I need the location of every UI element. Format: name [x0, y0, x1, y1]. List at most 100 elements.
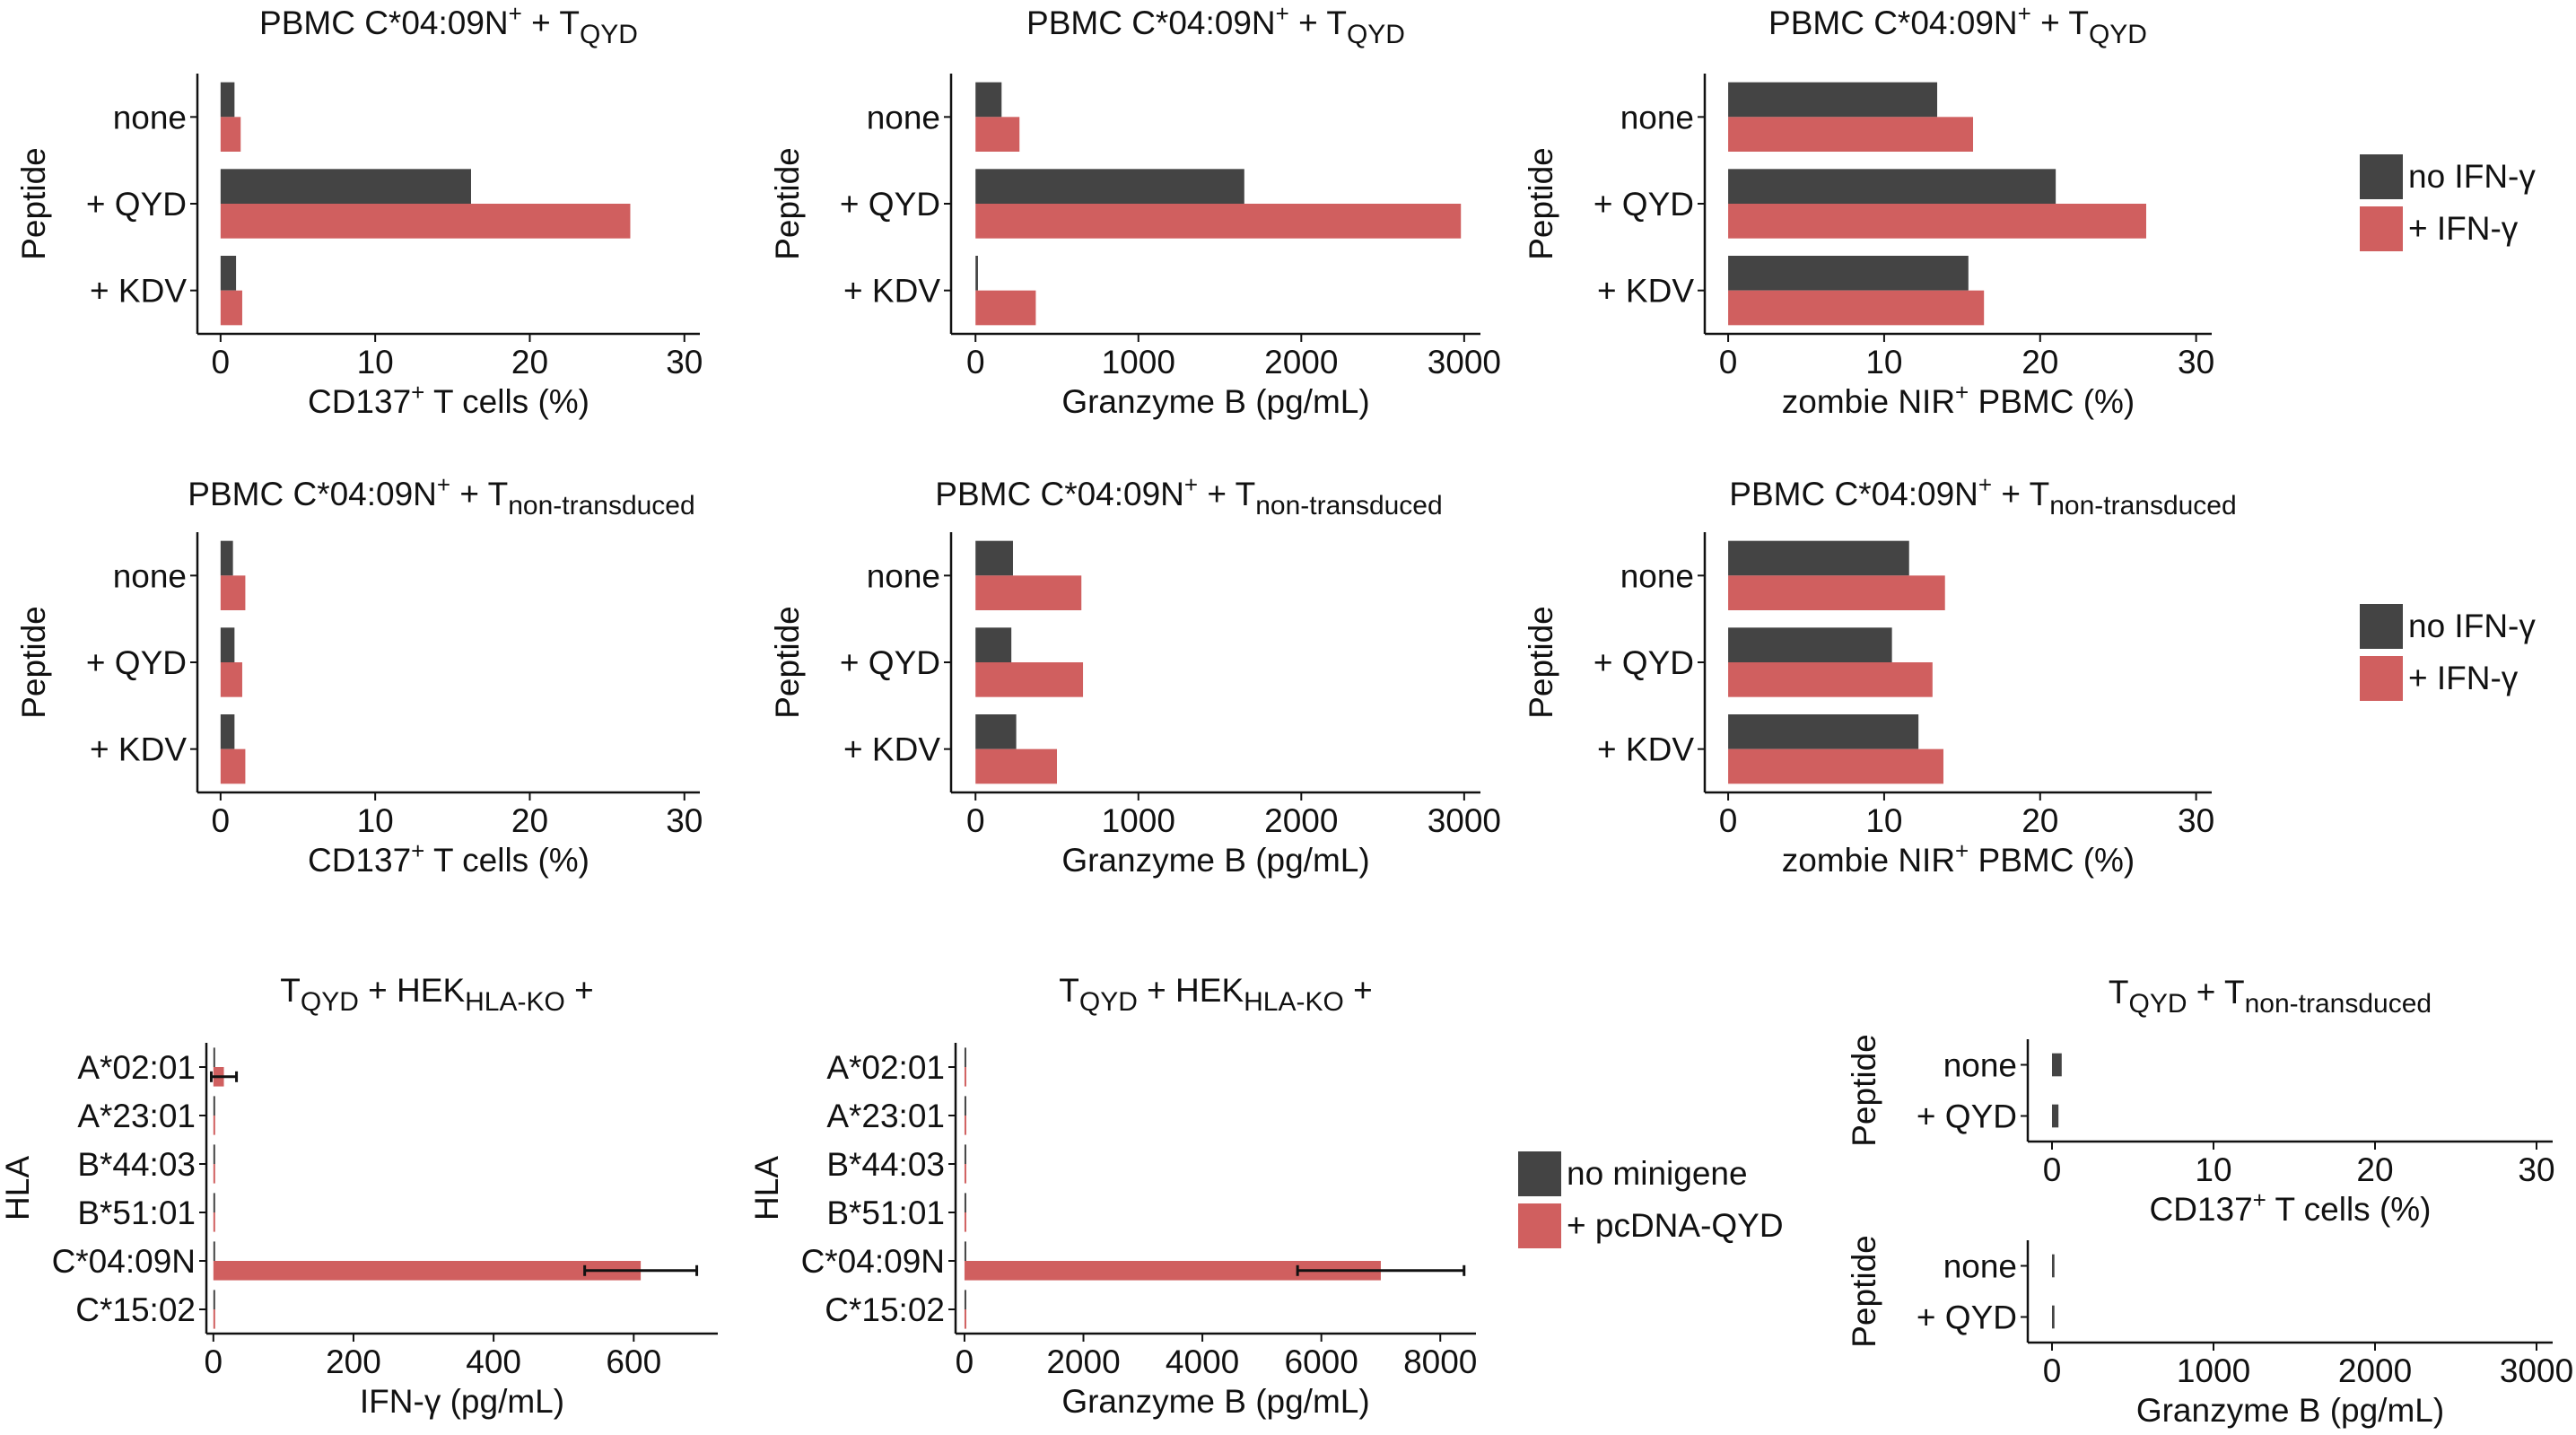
x-tick-label: 0 [212, 802, 231, 839]
y-tick-label: none [867, 557, 940, 594]
y-tick-label: C*15:02 [75, 1291, 196, 1328]
x-tick-label: 1000 [2177, 1352, 2250, 1389]
y-axis-label: HLA [748, 1156, 785, 1221]
x-tick-label: 0 [212, 344, 231, 381]
legend-2: no IFN-γ + IFN-γ [2360, 604, 2536, 701]
bar-red-3 [1728, 290, 1985, 326]
y-tick-label: + QYD [1917, 1098, 2017, 1135]
y-tick-label: + QYD [1594, 644, 1694, 681]
x-tick-label: 8000 [1403, 1343, 1477, 1380]
bar-dark-3 [975, 256, 978, 291]
y-tick-label: none [1943, 1248, 2017, 1285]
chart-title: TQYD + HEKHLA-KO + [1059, 972, 1372, 1017]
legend-label: no minigene [1567, 1155, 1748, 1192]
x-tick-label: 0 [2043, 1151, 2062, 1188]
bar-dark-1 [1728, 82, 1938, 118]
bar-dark-2 [1728, 627, 1892, 662]
bar-dark-6 [213, 1290, 215, 1309]
bar-dark-3 [220, 256, 237, 291]
bar-dark-3 [213, 1144, 215, 1164]
y-tick-label: + QYD [1917, 1299, 2017, 1336]
x-axis-label: IFN-γ (pg/mL) [360, 1383, 564, 1420]
y-tick-label: none [1620, 557, 1694, 594]
bar-red-3 [220, 290, 242, 326]
y-axis-label: HLA [0, 1156, 36, 1221]
chart-8: TQYD + HEKHLA-KO + A*02:01 A*23:01 B*44:03 B… [748, 972, 1477, 1420]
y-tick-label: A*02:01 [826, 1049, 945, 1086]
x-tick-label: 0 [205, 1343, 223, 1380]
y-tick-label: + KDV [90, 273, 187, 310]
y-tick-label: C*04:09N [52, 1243, 196, 1280]
bar-red-1 [1728, 575, 1945, 610]
y-tick-label: none [1943, 1047, 2017, 1084]
x-tick-label: 20 [511, 802, 548, 839]
bar-dark-2 [975, 169, 1244, 204]
legend-swatch [2360, 206, 2403, 251]
bar-dark-3 [220, 714, 235, 749]
y-tick-label: + QYD [86, 186, 187, 223]
x-axis-label: Granzyme B (pg/mL) [1061, 1383, 1369, 1420]
y-tick-label: + KDV [843, 273, 940, 310]
y-tick-label: B*44:03 [826, 1146, 945, 1183]
chart-title: PBMC C*04:09N+ + Tnon-transduced [935, 471, 1442, 521]
bar-red-2 [964, 1116, 966, 1135]
x-tick-label: 3000 [1428, 802, 1501, 839]
x-axis-label: Granzyme B (pg/mL) [1061, 842, 1369, 879]
chart-6: PBMC C*04:09N+ + Tnon-transduced none + QY… [1523, 471, 2237, 879]
bar-red-5 [213, 1261, 642, 1281]
bar-dark-1 [975, 82, 1002, 118]
y-tick-label: + QYD [840, 186, 940, 223]
y-axis-label: Peptide [769, 147, 806, 260]
y-tick-label: B*51:01 [826, 1194, 945, 1231]
x-tick-label: 0 [966, 802, 985, 839]
y-axis-label: Peptide [1846, 1034, 1882, 1147]
bar-dark-3 [1728, 256, 1969, 291]
x-tick-label: 30 [2518, 1151, 2554, 1188]
bar-dark-5 [213, 1241, 215, 1261]
legend-1: no IFN-γ + IFN-γ [2360, 154, 2536, 251]
y-axis-label: Peptide [15, 147, 52, 260]
y-tick-label: + QYD [1594, 186, 1694, 223]
x-tick-label: 400 [466, 1343, 521, 1380]
x-axis-label: CD137+ T cells (%) [308, 837, 589, 879]
bar-red-3 [964, 1164, 966, 1184]
x-tick-label: 2000 [1264, 802, 1338, 839]
bar-red-2 [220, 662, 242, 697]
bar-red-1 [1728, 117, 1974, 152]
legend-3: no minigene + pcDNA-QYD [1518, 1151, 1784, 1248]
chart-title: PBMC C*04:09N+ + Tnon-transduced [188, 471, 694, 521]
legend-label: + IFN-γ [2408, 210, 2519, 247]
bar-dark-2 [964, 1096, 966, 1116]
bar-red-3 [213, 1164, 215, 1184]
bar-red-2 [213, 1116, 215, 1135]
y-tick-label: + KDV [1597, 273, 1694, 310]
x-tick-label: 6000 [1285, 1343, 1358, 1380]
x-tick-label: 10 [1865, 802, 1902, 839]
bar-dark-1 [220, 540, 233, 576]
x-tick-label: 20 [2022, 344, 2058, 381]
bar-dark-1 [964, 1047, 966, 1067]
legend-swatch [1518, 1203, 1561, 1248]
chart-title: PBMC C*04:09N+ + Tnon-transduced [1729, 471, 2236, 521]
bar-red-3 [1728, 748, 1943, 784]
y-axis-label: Peptide [1523, 606, 1559, 719]
x-tick-label: 30 [2178, 802, 2214, 839]
x-tick-label: 1000 [1102, 344, 1175, 381]
x-tick-label: 10 [1865, 344, 1902, 381]
bar-dark-1 [2052, 1053, 2062, 1077]
bar-red-2 [975, 204, 1462, 239]
x-tick-label: 20 [2356, 1151, 2393, 1188]
y-tick-label: + KDV [843, 731, 940, 768]
y-axis-label: Peptide [769, 606, 806, 719]
bar-red-2 [1728, 662, 1933, 697]
bar-dark-2 [213, 1096, 215, 1116]
x-axis-label: CD137+ T cells (%) [2149, 1186, 2431, 1228]
bar-dark-2 [2052, 1104, 2059, 1128]
x-tick-label: 20 [2022, 802, 2058, 839]
x-tick-label: 0 [1719, 344, 1738, 381]
bar-red-4 [964, 1212, 966, 1232]
bar-dark-1 [1728, 540, 1909, 576]
y-tick-label: B*51:01 [77, 1194, 196, 1231]
bar-red-3 [220, 748, 246, 784]
bar-red-1 [975, 575, 1082, 610]
